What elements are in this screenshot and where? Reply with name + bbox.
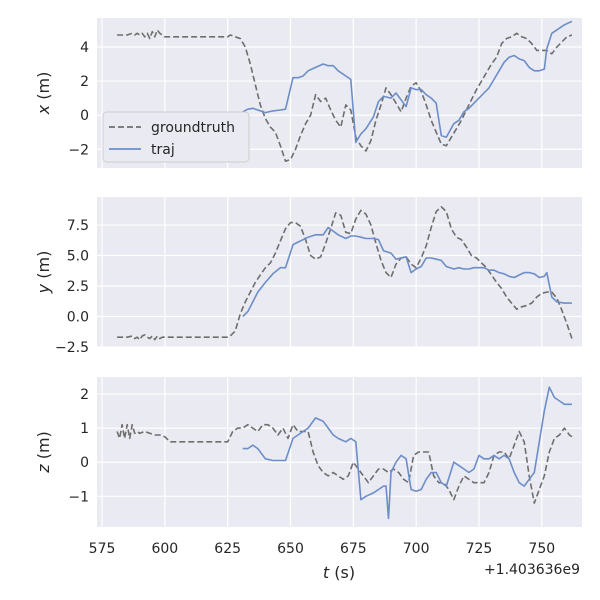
series-line-traj xyxy=(242,226,572,318)
y-tick-label: 5.0 xyxy=(67,249,89,265)
y-tick-label: −2.5 xyxy=(55,340,89,356)
y-tick-label: 2 xyxy=(80,387,89,403)
y-tick-label: −1 xyxy=(68,489,89,505)
y-tick-label: −2 xyxy=(68,142,89,158)
x-tick-label: 725 xyxy=(466,541,493,557)
y-tick-label: 0 xyxy=(80,108,89,124)
y-axis-unit: (m) xyxy=(34,72,53,105)
y-axis-variable: z xyxy=(34,464,53,474)
plot-area xyxy=(97,377,582,527)
series-line-groundtruth xyxy=(117,29,573,162)
panel-3: 2 1 0 −1 z (m) xyxy=(34,377,582,527)
legend: groundtruth traj xyxy=(102,111,250,163)
y-tick-label: 0.0 xyxy=(67,310,89,326)
x-tick-label: 625 xyxy=(214,541,241,557)
panels: 4 2 0 −2 x (m) 7.5 5.0 2.5 0.0 −2.5 y (m) 2 1 0 −1 z (m… xyxy=(34,18,582,557)
x-axis-label: t (s) xyxy=(323,563,355,582)
series-line-traj xyxy=(242,20,573,144)
y-axis-variable: x xyxy=(34,104,53,115)
series-group xyxy=(117,20,573,162)
series-line-groundtruth xyxy=(116,423,575,504)
series-line-groundtruth xyxy=(117,206,573,341)
y-axis-label: x (m) xyxy=(34,72,53,116)
x-tick-label: 750 xyxy=(528,541,555,557)
x-tick-label: 650 xyxy=(277,541,304,557)
x-tick-label: 600 xyxy=(151,541,178,557)
legend-label-groundtruth: groundtruth xyxy=(151,120,235,136)
legend-label-traj: traj xyxy=(151,142,175,158)
x-tick-label: 700 xyxy=(403,541,430,557)
series-group xyxy=(116,386,575,520)
y-tick-label: 2 xyxy=(80,74,89,90)
y-tick-label: 1 xyxy=(80,421,89,437)
y-tick-label: 2.5 xyxy=(67,279,89,295)
x-axis-unit: (s) xyxy=(329,563,355,582)
y-tick-label: 4 xyxy=(80,40,89,56)
series-group xyxy=(117,206,573,341)
plot-area xyxy=(97,197,582,347)
series-line-traj xyxy=(242,386,572,520)
y-axis-unit: (m) xyxy=(34,431,53,464)
y-axis-label: y (m) xyxy=(34,251,53,295)
y-tick-label: 7.5 xyxy=(67,218,89,234)
x-tick-label: 575 xyxy=(89,541,116,557)
y-axis-unit: (m) xyxy=(34,251,53,284)
y-axis-label: z (m) xyxy=(34,431,53,474)
y-axis-variable: y xyxy=(34,283,53,294)
x-tick-label: 675 xyxy=(340,541,367,557)
x-axis-variable: t xyxy=(323,563,330,582)
panel-2: 7.5 5.0 2.5 0.0 −2.5 y (m) xyxy=(34,197,582,356)
x-offset-label: +1.403636e9 xyxy=(484,562,580,578)
y-tick-label: 0 xyxy=(80,455,89,471)
